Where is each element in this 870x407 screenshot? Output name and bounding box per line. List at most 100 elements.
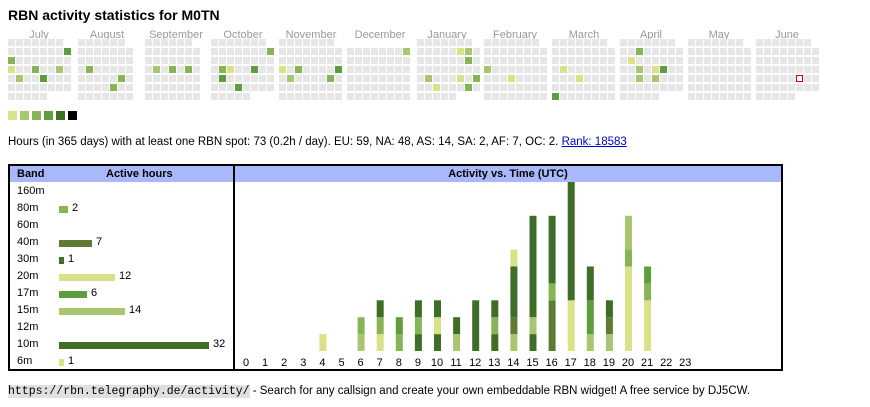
calendar-day-cell[interactable] [395, 84, 402, 91]
calendar-day-cell[interactable] [327, 66, 334, 73]
calendar-day-cell[interactable] [712, 93, 719, 100]
calendar-day-cell[interactable] [403, 84, 410, 91]
calendar-day-cell[interactable] [532, 66, 539, 73]
calendar-day-cell[interactable] [425, 66, 432, 73]
calendar-day-cell[interactable] [267, 57, 274, 64]
calendar-day-cell[interactable] [772, 48, 779, 55]
calendar-day-cell[interactable] [40, 48, 47, 55]
calendar-day-cell[interactable] [8, 48, 15, 55]
calendar-day-cell[interactable] [568, 93, 575, 100]
calendar-day-cell[interactable] [94, 93, 101, 100]
calendar-day-cell[interactable] [628, 57, 635, 64]
calendar-day-cell[interactable] [371, 48, 378, 55]
calendar-day-cell[interactable] [628, 84, 635, 91]
calendar-day-cell[interactable] [712, 75, 719, 82]
calendar-day-cell[interactable] [56, 66, 63, 73]
calendar-day-cell[interactable] [86, 39, 93, 46]
calendar-day-cell[interactable] [193, 84, 200, 91]
calendar-day-cell[interactable] [704, 93, 711, 100]
calendar-day-cell[interactable] [145, 57, 152, 64]
calendar-day-cell[interactable] [355, 84, 362, 91]
calendar-day-cell[interactable] [584, 57, 591, 64]
calendar-day-cell[interactable] [524, 48, 531, 55]
calendar-day-cell[interactable] [576, 84, 583, 91]
calendar-day-cell[interactable] [32, 93, 39, 100]
calendar-day-cell[interactable] [279, 93, 286, 100]
calendar-day-cell[interactable] [259, 75, 266, 82]
calendar-day-cell[interactable] [243, 48, 250, 55]
calendar-day-cell[interactable] [652, 39, 659, 46]
calendar-day-cell[interactable] [492, 93, 499, 100]
calendar-day-cell[interactable] [48, 75, 55, 82]
calendar-day-cell[interactable] [311, 84, 318, 91]
calendar-day-cell[interactable] [764, 66, 771, 73]
calendar-day-cell[interactable] [279, 39, 286, 46]
calendar-day-cell[interactable] [219, 93, 226, 100]
calendar-day-cell[interactable] [40, 39, 47, 46]
calendar-day-cell[interactable] [620, 39, 627, 46]
calendar-day-cell[interactable] [592, 93, 599, 100]
calendar-day-cell[interactable] [540, 48, 547, 55]
calendar-day-cell[interactable] [516, 84, 523, 91]
calendar-day-cell[interactable] [516, 66, 523, 73]
calendar-day-cell[interactable] [433, 48, 440, 55]
calendar-day-cell[interactable] [243, 66, 250, 73]
calendar-day-cell[interactable] [780, 75, 787, 82]
calendar-day-cell[interactable] [219, 75, 226, 82]
calendar-day-cell[interactable] [363, 75, 370, 82]
calendar-day-cell[interactable] [500, 39, 507, 46]
calendar-day-cell[interactable] [425, 75, 432, 82]
calendar-day-cell[interactable] [219, 57, 226, 64]
calendar-day-cell[interactable] [720, 57, 727, 64]
calendar-day-cell[interactable] [319, 93, 326, 100]
calendar-day-cell[interactable] [425, 39, 432, 46]
calendar-day-cell[interactable] [560, 75, 567, 82]
calendar-day-cell[interactable] [780, 48, 787, 55]
calendar-day-cell[interactable] [584, 66, 591, 73]
calendar-day-cell[interactable] [552, 93, 559, 100]
calendar-day-cell[interactable] [728, 84, 735, 91]
calendar-day-cell[interactable] [780, 84, 787, 91]
calendar-day-cell[interactable] [219, 84, 226, 91]
calendar-day-cell[interactable] [568, 57, 575, 64]
calendar-day-cell[interactable] [287, 75, 294, 82]
calendar-day-cell[interactable] [473, 66, 480, 73]
calendar-day-cell[interactable] [118, 66, 125, 73]
calendar-day-cell[interactable] [56, 75, 63, 82]
calendar-day-cell[interactable] [457, 39, 464, 46]
calendar-day-cell[interactable] [16, 84, 23, 91]
calendar-day-cell[interactable] [433, 75, 440, 82]
calendar-day-cell[interactable] [441, 66, 448, 73]
calendar-day-cell[interactable] [804, 57, 811, 64]
calendar-day-cell[interactable] [652, 48, 659, 55]
calendar-day-cell[interactable] [8, 84, 15, 91]
calendar-day-cell[interactable] [576, 57, 583, 64]
calendar-day-cell[interactable] [259, 66, 266, 73]
calendar-day-cell[interactable] [395, 57, 402, 64]
calendar-day-cell[interactable] [457, 48, 464, 55]
calendar-day-cell[interactable] [636, 84, 643, 91]
calendar-day-cell[interactable] [668, 48, 675, 55]
calendar-day-cell[interactable] [24, 84, 31, 91]
calendar-day-cell[interactable] [484, 84, 491, 91]
calendar-day-cell[interactable] [484, 93, 491, 100]
calendar-day-cell[interactable] [417, 66, 424, 73]
calendar-day-cell[interactable] [704, 48, 711, 55]
calendar-day-cell[interactable] [48, 84, 55, 91]
calendar-day-cell[interactable] [508, 75, 515, 82]
calendar-day-cell[interactable] [449, 75, 456, 82]
calendar-day-cell[interactable] [500, 57, 507, 64]
calendar-day-cell[interactable] [532, 84, 539, 91]
calendar-day-cell[interactable] [644, 48, 651, 55]
calendar-day-cell[interactable] [508, 93, 515, 100]
calendar-day-cell[interactable] [644, 57, 651, 64]
calendar-day-cell[interactable] [688, 57, 695, 64]
calendar-day-cell[interactable] [327, 39, 334, 46]
calendar-day-cell[interactable] [568, 66, 575, 73]
calendar-day-cell[interactable] [584, 75, 591, 82]
calendar-day-cell[interactable] [644, 84, 651, 91]
calendar-day-cell[interactable] [756, 57, 763, 64]
calendar-day-cell[interactable] [608, 84, 615, 91]
calendar-day-cell[interactable] [211, 84, 218, 91]
calendar-day-cell[interactable] [417, 39, 424, 46]
